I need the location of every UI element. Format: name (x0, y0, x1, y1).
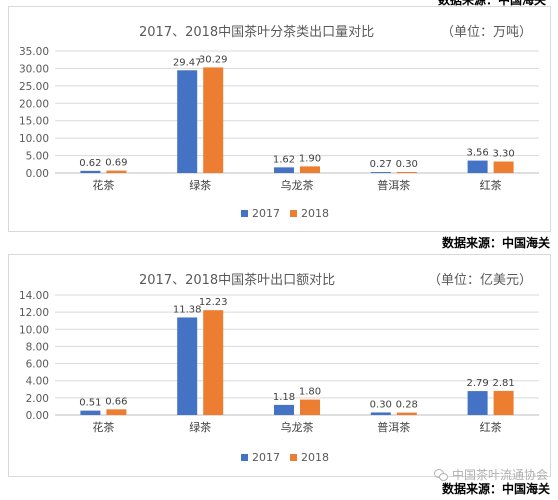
bar-2017 (370, 172, 391, 173)
data-label: 3.56 (466, 148, 488, 159)
y-tick-label: 8.00 (26, 341, 49, 353)
chart-plot-volume: 0.00 5.00 10.00 15.00 20.00 25.00 30.00 35.00 0.… (19, 46, 539, 192)
chart-title: 2017、2018中国茶叶分茶类出口量对比 (139, 25, 375, 40)
watermark-text: 中国茶叶流通协会 (451, 468, 548, 482)
x-tick-label: 普洱茶 (377, 420, 410, 434)
y-tick-label: 20.00 (19, 98, 49, 110)
top-source-label: 数据来源：中国海关 (437, 0, 546, 7)
y-tick-label: 0.00 (26, 168, 49, 180)
y-tick-label: 35.00 (19, 46, 49, 58)
legend-item-2018: 2018 (290, 451, 329, 464)
bar-2018 (300, 399, 320, 415)
bar-2018 (300, 166, 320, 173)
data-label: 2.79 (466, 378, 488, 389)
bar-2017 (177, 317, 198, 415)
x-tick-label: 花茶 (92, 179, 114, 192)
data-label: 1.90 (299, 153, 321, 164)
y-tick-label: 10.00 (19, 324, 49, 336)
unit-label: （单位：亿美元） (427, 273, 532, 288)
data-label: 0.30 (370, 399, 392, 410)
data-label: 30.29 (199, 54, 228, 65)
bar-2018 (396, 171, 417, 173)
bar-2017 (467, 391, 488, 415)
bar-2018 (396, 412, 417, 415)
x-tick-label: 乌龙茶 (281, 420, 314, 434)
data-label: 0.30 (396, 159, 418, 170)
data-label: 1.18 (273, 392, 295, 403)
x-tick-label: 乌龙茶 (281, 178, 314, 192)
x-tick-label: 绿茶 (189, 178, 211, 192)
x-tick-label: 绿茶 (189, 420, 211, 434)
data-label: 0.51 (79, 398, 101, 409)
bar-2018 (106, 409, 127, 415)
x-tick-label: 花茶 (92, 421, 114, 434)
bar-2018 (106, 170, 127, 173)
bar-2017 (274, 167, 294, 173)
wechat-icon (433, 468, 448, 481)
bar-2017 (80, 170, 101, 173)
y-tick-label: 0.00 (26, 410, 49, 422)
x-tick-label: 红茶 (480, 421, 502, 434)
legend-item-2018: 2018 (290, 207, 329, 220)
unit-label: （单位：万吨） (440, 25, 532, 40)
legend-swatch-2017 (241, 210, 248, 217)
y-tick-label: 14.00 (19, 290, 49, 302)
chart-panel-volume: 2017、2018中国茶叶分茶类出口量对比 （单位：万吨） 0.00 5.00 10… (8, 6, 551, 232)
bar-2017 (370, 412, 391, 415)
chart-panel-value: 2017、2018中国茶叶出口额对比 （单位：亿美元） 0.00 2.00 4.00… (8, 254, 551, 477)
legend-item-2017: 2017 (241, 207, 280, 220)
y-tick-label: 12.00 (19, 307, 49, 319)
bar-2018 (493, 390, 514, 415)
legend: 2017 2018 (241, 451, 329, 464)
data-label: 1.80 (299, 387, 321, 398)
legend-item-2017: 2017 (241, 451, 280, 464)
data-label: 2.81 (492, 378, 514, 389)
y-tick-label: 30.00 (19, 63, 49, 75)
y-tick-label: 10.00 (19, 133, 49, 145)
y-tick-label: 15.00 (19, 116, 49, 128)
data-label: 0.62 (79, 158, 101, 169)
legend-label-2017: 2017 (252, 207, 280, 220)
data-source: 数据来源：中国海关 (441, 482, 550, 496)
data-label: 1.62 (273, 154, 295, 165)
data-label: 3.30 (492, 148, 514, 159)
bar-2018 (203, 67, 224, 173)
data-label: 12.23 (199, 297, 228, 308)
watermark: 中国茶叶流通协会 (433, 466, 548, 483)
x-tick-label: 红茶 (480, 179, 502, 192)
data-label: 0.28 (396, 400, 418, 411)
legend: 2017 2018 (241, 207, 329, 220)
y-tick-label: 5.00 (26, 151, 49, 163)
bar-2017 (467, 160, 488, 173)
bar-2017 (177, 70, 198, 173)
y-tick-label: 6.00 (26, 359, 49, 371)
legend-swatch-2018 (290, 454, 297, 461)
bar-2017 (80, 410, 101, 415)
legend-label-2018: 2018 (301, 451, 329, 464)
legend-swatch-2017 (241, 454, 248, 461)
legend-label-2017: 2017 (252, 451, 280, 464)
data-label: 29.47 (173, 57, 202, 68)
data-label: 0.69 (105, 158, 127, 169)
y-tick-label: 2.00 (26, 393, 49, 405)
data-source: 数据来源：中国海关 (441, 236, 550, 250)
data-label: 11.38 (173, 304, 202, 315)
y-tick-label: 25.00 (19, 81, 49, 93)
bar-2018 (493, 161, 514, 173)
legend-label-2018: 2018 (301, 207, 329, 220)
x-tick-label: 普洱茶 (377, 178, 410, 192)
y-tick-label: 4.00 (26, 376, 49, 388)
legend-swatch-2018 (290, 210, 297, 217)
bar-2017 (274, 404, 294, 415)
chart-plot-value: 0.00 2.00 4.00 6.00 8.00 10.00 12.00 14.00 0.51 0… (19, 290, 539, 434)
data-label: 0.27 (370, 159, 392, 170)
chart-title: 2017、2018中国茶叶出口额对比 (139, 273, 336, 288)
data-label: 0.66 (105, 396, 127, 407)
bar-2018 (203, 310, 224, 415)
